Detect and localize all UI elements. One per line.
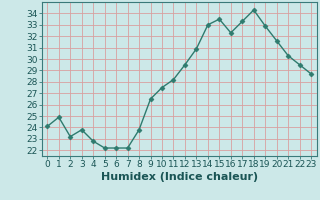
X-axis label: Humidex (Indice chaleur): Humidex (Indice chaleur): [100, 172, 258, 182]
